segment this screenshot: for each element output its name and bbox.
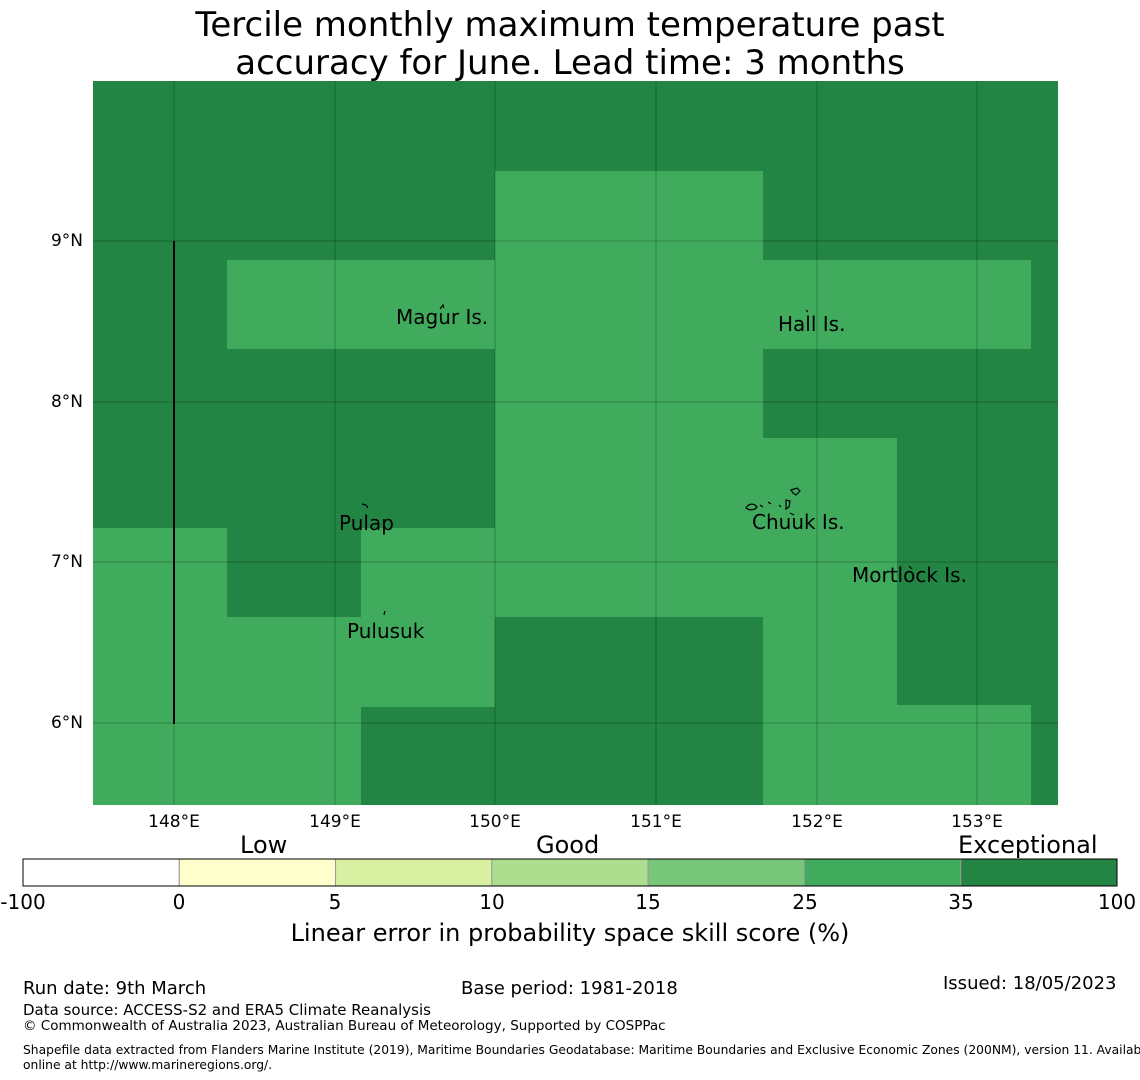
good-high-regions [93, 171, 1031, 805]
copyright: © Commonwealth of Australia 2023, Austra… [23, 1018, 666, 1034]
colorbar-tick: 100 [1097, 890, 1137, 914]
region-central-block [495, 171, 763, 617]
colorbar-tick: 10 [479, 890, 505, 914]
category-label-good: Good [536, 831, 600, 859]
pulusuk-island [383, 610, 386, 616]
colorbar-tick: 0 [172, 890, 186, 914]
place-label-magur: Magur Is. [396, 305, 489, 329]
colorbar-segment [178, 858, 337, 887]
colorbar-label: Linear error in probability space skill … [290, 919, 850, 947]
lat-tick: 8°N [50, 392, 83, 412]
colorbar-tick: 35 [948, 890, 974, 914]
lon-tick: 151°E [630, 812, 682, 832]
region-east-block [763, 438, 897, 705]
shapefile-credit-line2: online at http://www.marineregions.org/. [23, 1058, 273, 1072]
lat-tick: 7°N [50, 552, 83, 572]
data-source: Data source: ACCESS-S2 and ERA5 Climate … [23, 1001, 431, 1019]
place-label-pulap: Pulap [339, 511, 394, 535]
colorbar-tick: 5 [328, 890, 342, 914]
shapefile-credit-line1: Shapefile data extracted from Flanders M… [23, 1043, 1140, 1057]
lon-tick: 150°E [469, 812, 521, 832]
place-label-mortlock: Mortlock Is. [852, 563, 967, 587]
colorbar-segment [22, 858, 180, 887]
pulap-island [361, 503, 369, 509]
hall-island [805, 309, 809, 313]
magur-island [439, 303, 445, 310]
region-southeast [763, 705, 1031, 805]
chuuk-islands [745, 487, 801, 516]
chart-title-line2: accuracy for June. Lead time: 3 months [235, 43, 905, 83]
lon-tick: 149°E [309, 812, 361, 832]
lon-tick: 148°E [148, 812, 200, 832]
region-southwest [93, 528, 227, 805]
lon-tick: 153°E [951, 812, 1003, 832]
region-south-left [227, 617, 361, 805]
colorbar-segment [803, 858, 962, 887]
colorbar-frame [22, 858, 1118, 887]
mortlock-island [908, 565, 913, 570]
place-label-chuuk: Chuuk Is. [752, 510, 845, 534]
colorbar-tick: 15 [635, 890, 661, 914]
island-outlines [361, 303, 913, 616]
colorbar-segment [960, 858, 1118, 887]
category-label-exceptional: Exceptional [958, 831, 1098, 859]
base-period: Base period: 1981-2018 [461, 978, 678, 999]
colorbar-tick: -100 [0, 890, 46, 914]
issued-date: Issued: 18/05/2023 [943, 973, 1117, 994]
colorbar-segment [647, 858, 805, 887]
region-south-mid [361, 528, 495, 707]
place-label-hall: Hall Is. [778, 312, 846, 336]
colorbar-segment [335, 858, 493, 887]
place-label-pulusuk: Pulusuk [347, 619, 425, 643]
chart-title-line1: Tercile monthly maximum temperature past [195, 5, 945, 45]
lon-tick: 152°E [791, 812, 843, 832]
lat-tick: 6°N [50, 713, 83, 733]
colorbar-segment [491, 858, 649, 887]
run-date: Run date: 9th March [23, 978, 207, 999]
lat-tick: 9°N [50, 231, 83, 251]
colorbar-tick: 25 [792, 890, 818, 914]
category-label-low: Low [240, 831, 288, 859]
